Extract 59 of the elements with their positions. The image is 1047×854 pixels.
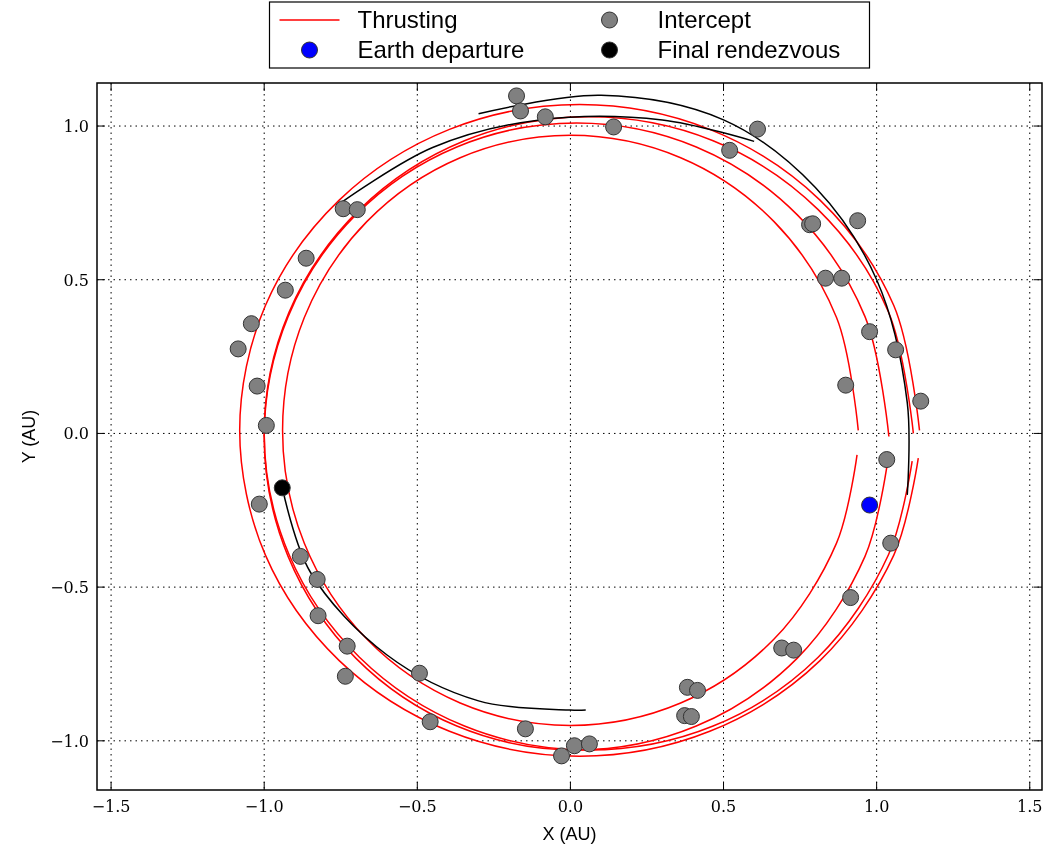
- point: [291, 547, 309, 565]
- point: [421, 713, 439, 731]
- point: [242, 315, 260, 333]
- point: [749, 120, 767, 138]
- x-tick-label: −1.0: [244, 797, 284, 816]
- point: [849, 212, 867, 230]
- point: [882, 534, 900, 552]
- point: [512, 102, 530, 120]
- x-tick-label: 0.0: [557, 797, 584, 816]
- x-tick-label: −0.5: [397, 797, 437, 816]
- x-tick-label: 0.5: [710, 797, 737, 816]
- point: [817, 269, 834, 287]
- point: [273, 479, 291, 497]
- y-axis-title: Y (AU): [19, 409, 39, 464]
- point: [257, 416, 275, 434]
- point: [553, 747, 571, 765]
- point: [837, 376, 855, 394]
- legend-label: Thrusting: [357, 6, 458, 33]
- y-tick-label: −1.0: [50, 731, 89, 751]
- point: [721, 141, 739, 159]
- point: [861, 496, 879, 514]
- point: [250, 495, 268, 513]
- point: [410, 664, 428, 682]
- point: [297, 249, 315, 267]
- point: [912, 392, 930, 410]
- point: [565, 737, 583, 755]
- point: [580, 735, 598, 753]
- point: [229, 340, 247, 358]
- point: [536, 108, 554, 126]
- point: [516, 720, 534, 738]
- x-axis-title: X (AU): [542, 824, 597, 844]
- x-tick-label: −1.5: [91, 797, 131, 816]
- point: [248, 377, 266, 395]
- point: [785, 641, 803, 659]
- point: [878, 451, 896, 469]
- legend-label: Final rendezvous: [657, 36, 841, 63]
- point: [334, 200, 352, 218]
- point: [348, 201, 366, 219]
- point: [842, 589, 860, 607]
- y-tick-label: 0.5: [63, 270, 89, 290]
- legend-label: Earth departure: [357, 36, 525, 63]
- legend-label: Intercept: [657, 6, 752, 33]
- point: [508, 87, 526, 105]
- x-tick-label: 1.5: [1017, 797, 1043, 816]
- y-tick-label: 0.0: [63, 424, 89, 444]
- y-tick-label: −0.5: [50, 578, 89, 598]
- point: [689, 681, 706, 699]
- point: [833, 269, 851, 287]
- y-tick-label: 1.0: [63, 117, 89, 137]
- point: [682, 708, 700, 726]
- x-tick-label: 1.0: [863, 797, 890, 816]
- point: [861, 323, 879, 341]
- point: [336, 667, 354, 685]
- point: [887, 341, 905, 359]
- point: [605, 118, 623, 136]
- point: [308, 570, 326, 588]
- point: [309, 607, 327, 625]
- point: [338, 637, 356, 655]
- point: [276, 281, 294, 299]
